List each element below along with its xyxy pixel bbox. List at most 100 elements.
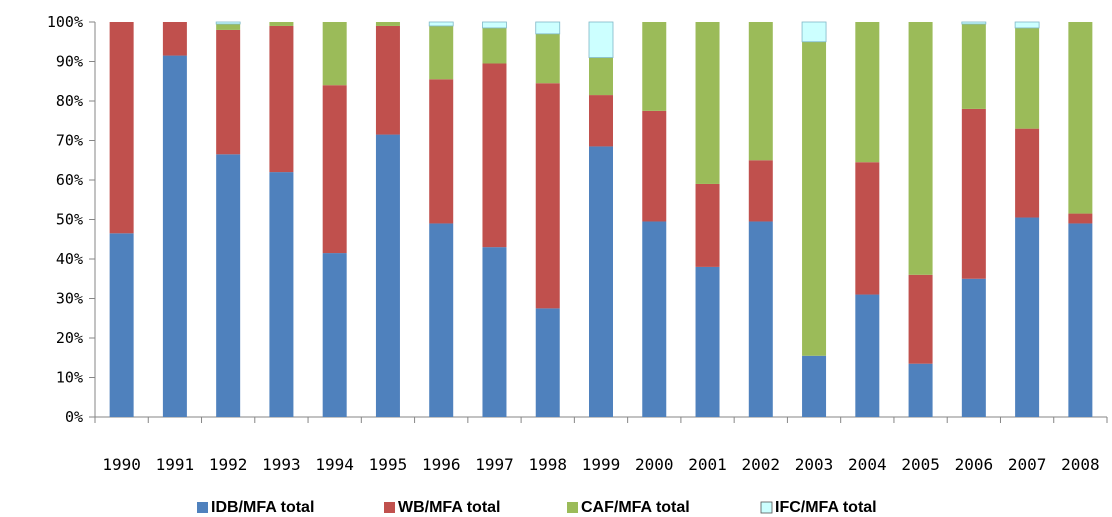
y-tick-label: 10% bbox=[56, 369, 83, 387]
y-tick-label: 30% bbox=[56, 290, 83, 308]
x-tick-label: 2005 bbox=[901, 455, 940, 474]
bar-segment-caf bbox=[269, 22, 293, 26]
x-tick-label: 2002 bbox=[742, 455, 781, 474]
bar-segment-idb bbox=[696, 267, 720, 417]
x-tick-label: 2006 bbox=[955, 455, 994, 474]
bar-segment-caf bbox=[802, 42, 826, 356]
bar-segment-idb bbox=[1068, 223, 1092, 417]
bar-segment-caf bbox=[536, 34, 560, 83]
bar-segment-idb bbox=[376, 135, 400, 417]
x-tick-label: 2000 bbox=[635, 455, 674, 474]
bar-segment-ifc bbox=[589, 22, 613, 58]
bar-segment-ifc bbox=[802, 22, 826, 42]
bar-segment-caf bbox=[589, 58, 613, 96]
legend-label: IDB/MFA total bbox=[211, 499, 314, 516]
bar-segment-wb bbox=[323, 85, 347, 253]
x-tick-label: 1993 bbox=[262, 455, 301, 474]
y-tick-label: 40% bbox=[56, 250, 83, 268]
legend-swatch bbox=[197, 502, 208, 513]
bar-segment-caf bbox=[642, 22, 666, 111]
x-tick-label: 2007 bbox=[1008, 455, 1047, 474]
x-tick-label: 1991 bbox=[156, 455, 195, 474]
bar-segment-idb bbox=[749, 221, 773, 417]
bar-segment-idb bbox=[216, 154, 240, 417]
bar-segment-wb bbox=[376, 26, 400, 135]
bar-segment-idb bbox=[269, 172, 293, 417]
bar-segment-idb bbox=[802, 356, 826, 417]
x-tick-label: 1995 bbox=[369, 455, 408, 474]
x-tick-label: 1999 bbox=[582, 455, 621, 474]
bar-segment-idb bbox=[642, 221, 666, 417]
bar-segment-caf bbox=[909, 22, 933, 275]
bar-segment-caf bbox=[1015, 28, 1039, 129]
bar-segment-caf bbox=[323, 22, 347, 85]
bar-segment-ifc bbox=[429, 22, 453, 26]
bar-segment-wb bbox=[216, 30, 240, 154]
legend-swatch bbox=[384, 502, 395, 513]
bar-segment-idb bbox=[962, 279, 986, 417]
bar-segment-idb bbox=[1015, 218, 1039, 417]
bar-segment-idb bbox=[110, 233, 134, 417]
bar-segment-caf bbox=[749, 22, 773, 160]
x-tick-label: 2004 bbox=[848, 455, 887, 474]
legend-label: WB/MFA total bbox=[398, 499, 501, 516]
y-tick-label: 60% bbox=[56, 171, 83, 189]
bar-segment-wb bbox=[482, 63, 506, 247]
bar-segment-caf bbox=[962, 24, 986, 109]
bar-segment-caf bbox=[1068, 22, 1092, 214]
x-tick-label: 2001 bbox=[688, 455, 727, 474]
bar-segment-idb bbox=[589, 146, 613, 417]
bar-segment-wb bbox=[110, 22, 134, 233]
bar-segment-idb bbox=[482, 247, 506, 417]
x-tick-label: 1998 bbox=[528, 455, 567, 474]
bar-segment-wb bbox=[269, 26, 293, 172]
bar-segment-wb bbox=[1015, 129, 1039, 218]
y-tick-label: 100% bbox=[47, 13, 83, 31]
bar-segment-wb bbox=[163, 22, 187, 56]
bar-segment-caf bbox=[696, 22, 720, 184]
bar-segment-wb bbox=[855, 162, 879, 294]
bar-segment-wb bbox=[749, 160, 773, 221]
bar-segment-idb bbox=[855, 295, 879, 417]
bar-segment-wb bbox=[429, 79, 453, 223]
bar-segment-idb bbox=[429, 223, 453, 417]
bar-segment-wb bbox=[696, 184, 720, 267]
bar-segment-idb bbox=[536, 308, 560, 417]
legend-swatch bbox=[761, 502, 772, 513]
bar-segment-idb bbox=[909, 364, 933, 417]
x-tick-label: 2003 bbox=[795, 455, 834, 474]
x-tick-label: 2008 bbox=[1061, 455, 1100, 474]
x-tick-label: 1994 bbox=[315, 455, 354, 474]
bar-segment-idb bbox=[323, 253, 347, 417]
legend-label: IFC/MFA total bbox=[775, 499, 877, 516]
bar-segment-wb bbox=[642, 111, 666, 222]
bar-segment-caf bbox=[216, 24, 240, 30]
x-tick-label: 1990 bbox=[102, 455, 141, 474]
bar-segment-ifc bbox=[962, 22, 986, 24]
bar-segment-ifc bbox=[482, 22, 506, 28]
x-tick-label: 1992 bbox=[209, 455, 248, 474]
bar-segment-idb bbox=[163, 56, 187, 417]
y-tick-label: 20% bbox=[56, 329, 83, 347]
bar-segment-caf bbox=[855, 22, 879, 162]
bar-segment-wb bbox=[589, 95, 613, 146]
bar-segment-ifc bbox=[1015, 22, 1039, 28]
bar-segment-caf bbox=[429, 26, 453, 79]
bar-segment-wb bbox=[1068, 214, 1092, 224]
bar-segment-ifc bbox=[536, 22, 560, 34]
x-tick-label: 1997 bbox=[475, 455, 514, 474]
y-tick-label: 70% bbox=[56, 132, 83, 150]
bar-segment-wb bbox=[909, 275, 933, 364]
bar-segment-caf bbox=[376, 22, 400, 26]
y-tick-label: 50% bbox=[56, 211, 83, 229]
bar-segment-ifc bbox=[216, 22, 240, 24]
y-tick-label: 0% bbox=[65, 408, 83, 426]
legend-label: CAF/MFA total bbox=[581, 499, 690, 516]
bar-segment-wb bbox=[962, 109, 986, 279]
legend-swatch bbox=[567, 502, 578, 513]
x-tick-label: 1996 bbox=[422, 455, 461, 474]
bar-segment-caf bbox=[482, 28, 506, 64]
y-tick-label: 90% bbox=[56, 53, 83, 71]
